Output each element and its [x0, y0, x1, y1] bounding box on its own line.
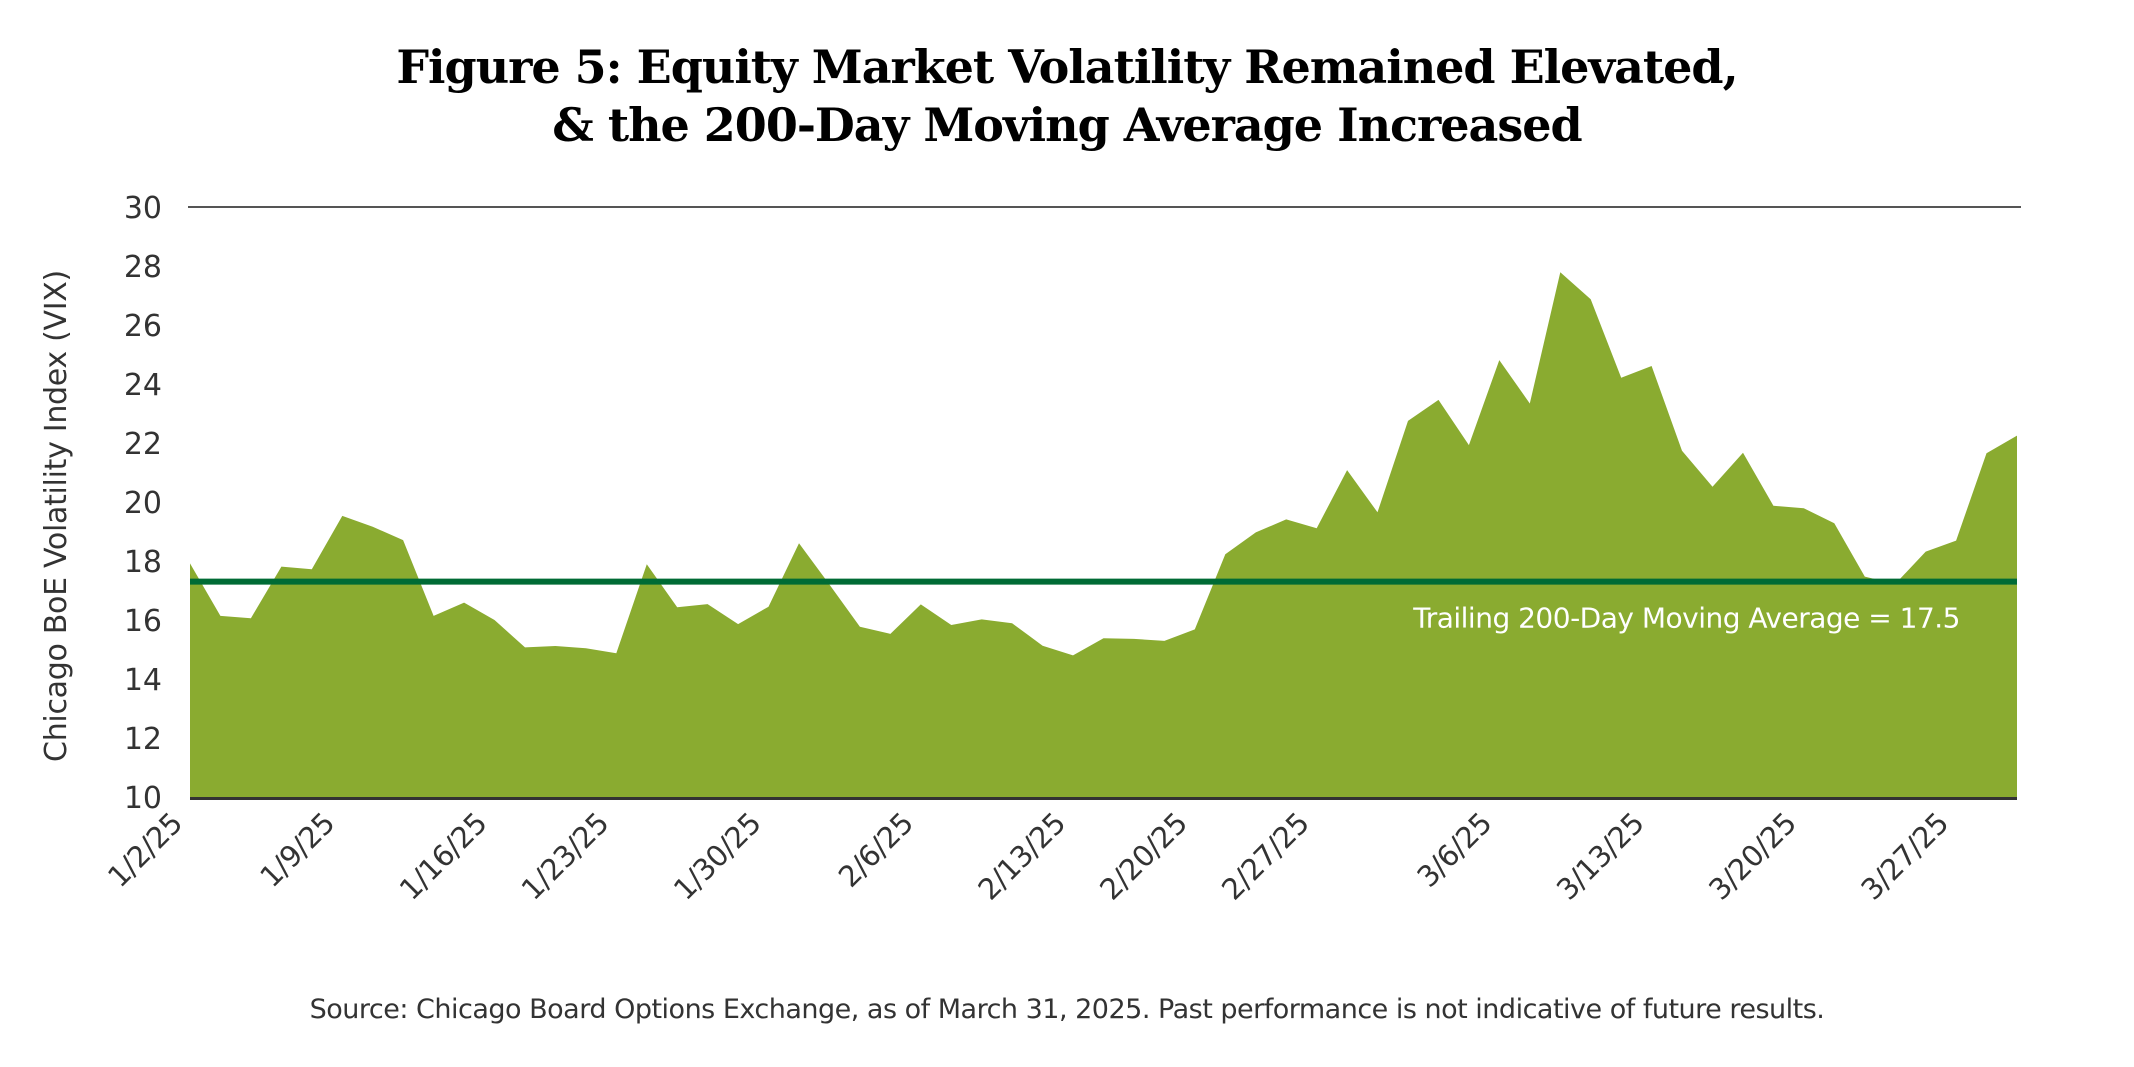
y-tick-label: 20 [124, 486, 162, 521]
x-tick-label: 2/13/25 [971, 806, 1072, 907]
y-axis-label: Chicago BoE Volatility Index (VIX) [39, 270, 74, 762]
x-tick-label: 3/20/25 [1702, 806, 1803, 907]
chart-title-line-1: Figure 5: Equity Market Volatility Remai… [396, 40, 1738, 94]
y-tick-label: 16 [124, 604, 162, 639]
chart-title-line-2: & the 200-Day Moving Average Increased [552, 98, 1582, 152]
x-tick-label: 1/9/25 [253, 806, 341, 894]
vix-area [190, 272, 2017, 797]
source-note: Source: Chicago Board Options Exchange, … [309, 994, 1825, 1025]
moving-average-label: Trailing 200-Day Moving Average = 17.5 [1412, 602, 1960, 635]
x-tick-label: 3/27/25 [1854, 806, 1955, 907]
x-tick-label: 1/16/25 [393, 806, 494, 907]
y-tick-label: 22 [124, 427, 162, 462]
y-tick-label: 30 [124, 191, 162, 226]
y-tick-label: 12 [124, 722, 162, 757]
y-tick-label: 10 [124, 781, 162, 816]
x-tick-label: 1/2/25 [101, 806, 189, 894]
y-tick-label: 26 [124, 309, 162, 344]
x-tick-label: 3/13/25 [1550, 806, 1651, 907]
chart-title: Figure 5: Equity Market Volatility Remai… [0, 38, 2134, 154]
y-tick-label: 28 [124, 250, 162, 285]
x-tick-label: 3/6/25 [1410, 806, 1498, 894]
x-tick-label: 1/23/25 [515, 806, 616, 907]
x-tick-label: 2/27/25 [1215, 806, 1316, 907]
x-tick-label: 2/6/25 [832, 806, 920, 894]
y-tick-label: 18 [124, 545, 162, 580]
x-axis-ticks: 1/2/25 1/9/25 1/16/25 1/23/25 1/30/25 2/6/25 2… [101, 806, 1955, 907]
y-tick-label: 24 [124, 368, 162, 403]
x-tick-label: 1/30/25 [667, 806, 768, 907]
y-axis-ticks: 10 12 14 16 18 20 22 24 26 28 30 [124, 191, 162, 816]
y-tick-label: 14 [124, 663, 162, 698]
x-tick-label: 2/20/25 [1093, 806, 1194, 907]
